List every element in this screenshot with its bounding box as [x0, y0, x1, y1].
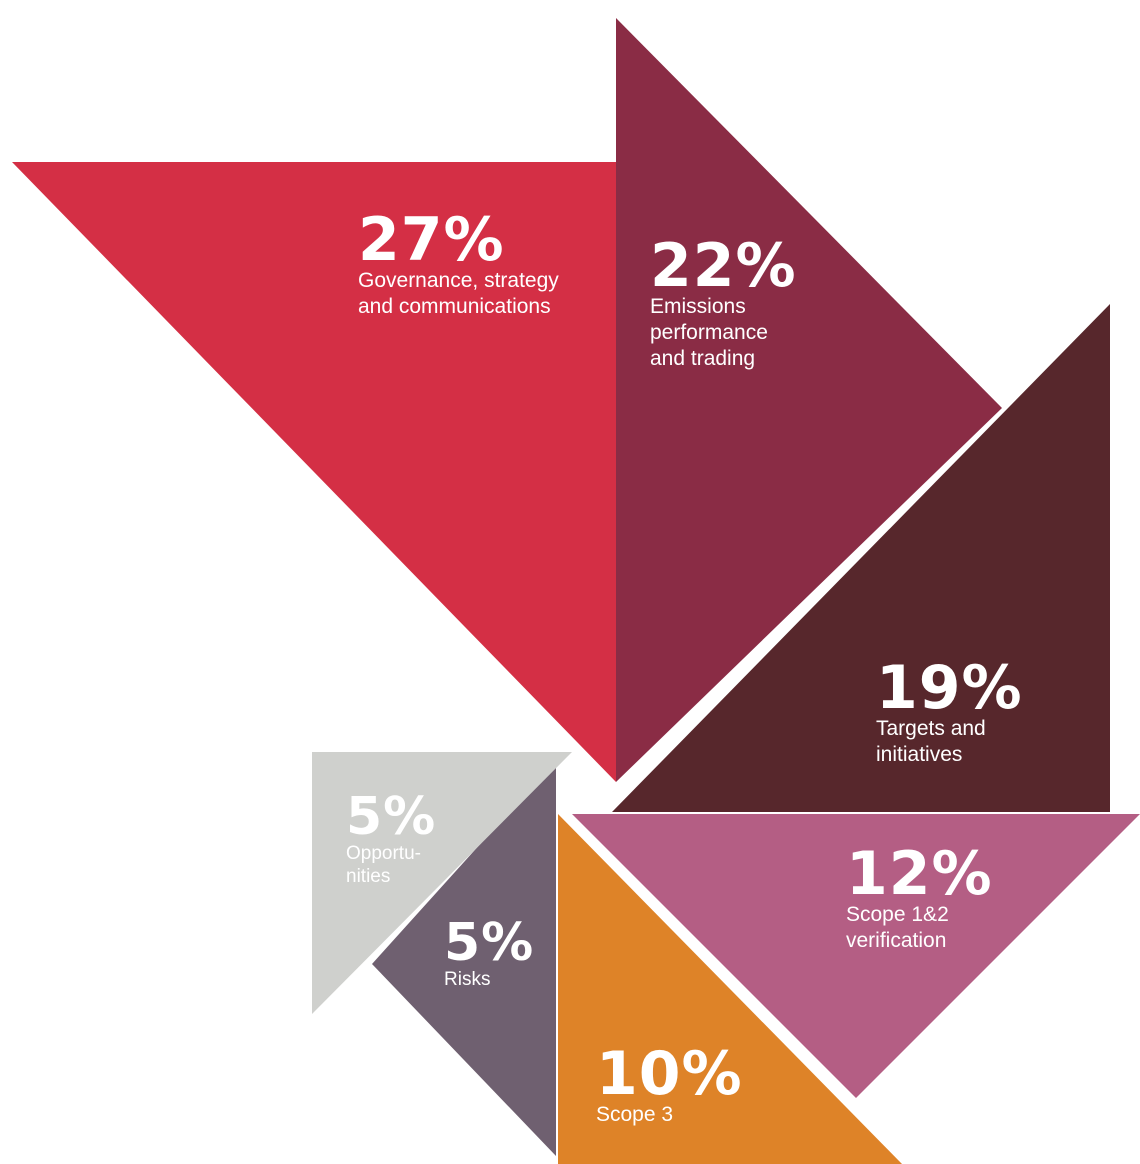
category-label-scope3: Scope 3 [596, 1103, 674, 1126]
slice-targets [612, 304, 1110, 812]
category-label-scope12: Scope 1&2 verification [846, 903, 949, 952]
value-label-opportunities: 5% [346, 787, 437, 847]
slice-scope3 [558, 814, 902, 1164]
category-label-governance: Governance, strategy and communications [358, 269, 559, 318]
slice-scope12 [572, 814, 1140, 1098]
value-label-targets: 19% [876, 653, 1023, 723]
value-label-governance: 27% [358, 205, 505, 275]
label-scope12: 12% Scope 1&2 verification [846, 839, 993, 954]
value-label-emissions: 22% [650, 231, 797, 301]
label-targets: 19% Targets and initiatives [876, 653, 1023, 768]
slice-risks [372, 760, 556, 1156]
label-governance: 27% Governance, strategy and communicati… [358, 205, 559, 320]
category-label-targets: Targets and initiatives [876, 717, 986, 766]
label-opportunities: 5% Opportu- nities [346, 787, 437, 888]
slice-opportunities [312, 752, 572, 1014]
label-emissions: 22% Emissions performance and trading [650, 231, 797, 372]
value-label-scope12: 12% [846, 839, 993, 909]
category-label-opportunities: Opportu- nities [346, 843, 421, 887]
label-scope3: 10% Scope 3 [596, 1039, 743, 1128]
value-label-risks: 5% [444, 913, 535, 973]
category-label-emissions: Emissions performance and trading [650, 295, 768, 370]
value-label-scope3: 10% [596, 1039, 743, 1109]
slice-governance [12, 162, 616, 782]
slice-emissions [616, 18, 1002, 782]
category-label-risks: Risks [444, 969, 491, 990]
label-risks: 5% Risks [444, 913, 535, 991]
